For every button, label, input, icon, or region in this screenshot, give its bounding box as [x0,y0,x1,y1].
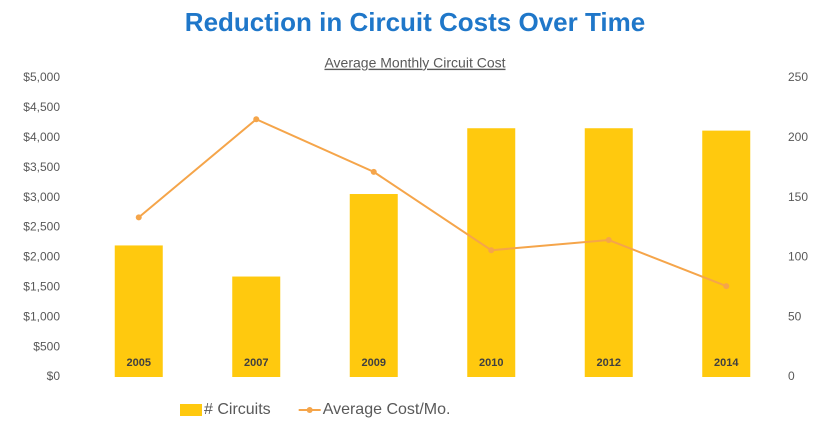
y-tick-label: $4,500 [23,100,60,114]
bar [702,130,751,377]
x-tick-label: 2007 [244,357,268,369]
y2-tick-label: 150 [788,190,808,204]
line-point [253,116,260,123]
chart-title: Reduction in Circuit Costs Over Time [185,7,645,37]
y-tick-label: $4,000 [23,130,60,144]
line-point [605,237,612,244]
bar [232,276,281,377]
y-tick-label: $2,000 [23,250,60,264]
x-tick-label: 2010 [479,357,503,369]
y2-tick-label: 50 [788,309,802,323]
legend-label: # Circuits [204,401,271,418]
bar [114,245,163,377]
y-tick-label: $0 [47,369,61,383]
legend-swatch [306,407,313,413]
y-tick-label: $1,000 [23,309,60,323]
legend-label: Average Cost/Mo. [323,401,451,418]
line [138,118,727,288]
y-tick-label: $2,500 [23,220,60,234]
x-tick-label: 2005 [127,357,151,369]
y2-tick-label: 250 [788,70,808,84]
y-tick-label: $500 [33,339,60,353]
y-tick-label: $1,500 [23,279,60,293]
y-tick-label: $3,500 [23,160,60,174]
x-tick-label: 2009 [362,357,386,369]
chart-subtitle: Average Monthly Circuit Cost [324,55,505,71]
x-tick-label: 2012 [597,357,621,369]
y2-tick-label: 0 [788,369,795,383]
y-tick-label: $5,000 [23,70,60,84]
bar [584,128,633,377]
line-point [370,168,377,175]
line-point [723,283,730,290]
y-tick-label: $3,000 [23,190,60,204]
x-tick-label: 2014 [714,357,739,369]
y2-tick-label: 200 [788,130,808,144]
line-point [488,247,495,254]
bar [349,194,398,377]
line-point [135,214,142,221]
legend-swatch [180,404,202,416]
y2-tick-label: 100 [788,250,808,264]
